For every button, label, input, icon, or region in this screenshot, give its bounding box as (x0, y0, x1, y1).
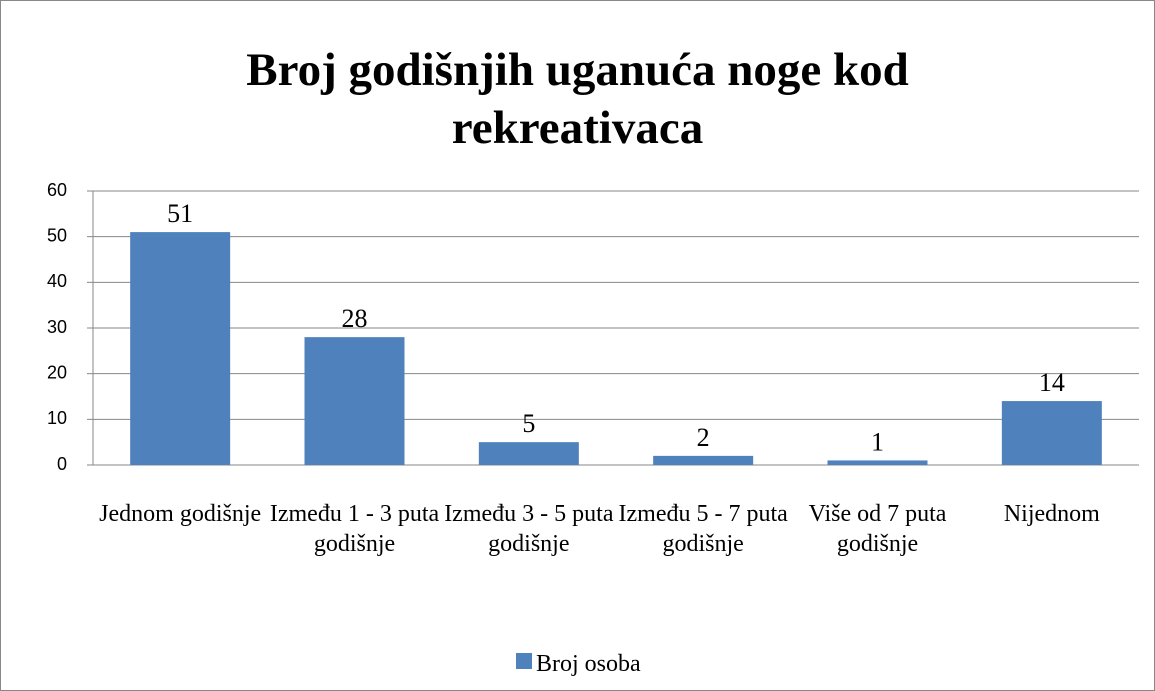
y-tick-label: 30 (47, 317, 67, 337)
value-label: 1 (871, 427, 884, 456)
bar (827, 460, 928, 465)
y-tick-label: 0 (57, 454, 67, 474)
y-tick-label: 50 (47, 225, 67, 245)
value-label: 14 (1039, 368, 1065, 397)
x-tick-label: Između 1 - 3 puta godišnje (269, 501, 440, 557)
bar (478, 442, 579, 465)
y-tick-label: 20 (47, 362, 67, 382)
value-label: 28 (342, 304, 368, 333)
y-tick-label: 60 (47, 180, 67, 200)
x-tick-label: Nijednom (1003, 501, 1100, 527)
bar (130, 232, 231, 465)
legend-label: Broj osoba (536, 651, 641, 677)
bar (653, 455, 754, 465)
x-tick-label: Između 3 - 5 puta godišnje (444, 501, 614, 557)
x-tick-label: Između 5 - 7 puta godišnje (618, 501, 788, 557)
chart-title: Broj godišnjih uganuća noge kod rekreati… (246, 44, 909, 154)
value-label: 2 (697, 423, 710, 452)
x-tick-label: Više od 7 puta godišnje (808, 501, 947, 557)
value-label: 5 (522, 409, 535, 438)
bar (1001, 401, 1102, 465)
bar (304, 337, 405, 465)
legend-swatch (516, 653, 532, 669)
y-tick-label: 40 (47, 271, 67, 291)
x-tick-label: Jednom godišnje (99, 501, 262, 527)
value-label: 51 (167, 199, 193, 228)
y-tick-label: 10 (47, 408, 67, 428)
